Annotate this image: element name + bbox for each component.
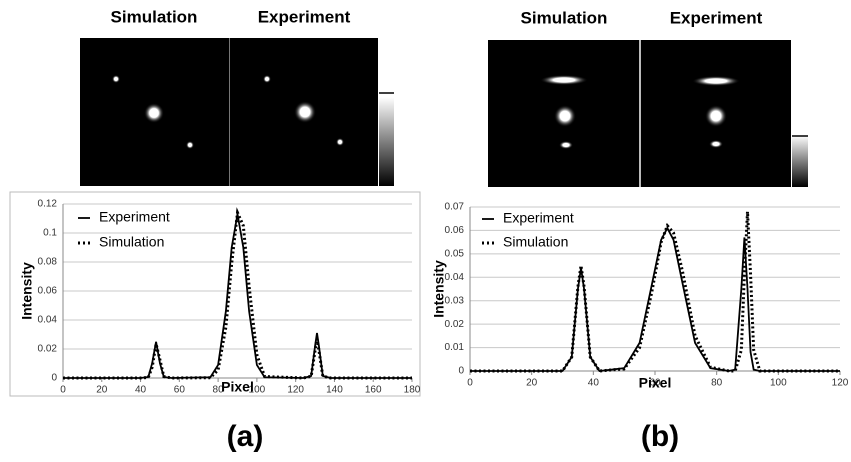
legend-label: Simulation [99, 234, 164, 250]
x-tick-label: 140 [326, 385, 343, 396]
y-tick-label: 0 [51, 373, 57, 384]
y-tick-label: 0.06 [445, 225, 465, 236]
image-title: Simulation [111, 7, 198, 26]
x-tick-label: 40 [588, 378, 600, 389]
image-title: Experiment [670, 8, 763, 27]
x-tick-label: 40 [135, 385, 147, 396]
y-tick-label: 0.05 [445, 248, 465, 259]
y-tick-label: 0.07 [445, 202, 465, 213]
x-tick-label: 80 [711, 378, 723, 389]
legend-label: Simulation [503, 234, 568, 250]
x-tick-label: 120 [832, 378, 849, 389]
figure: Simulation Experiment (a) 0 0.02 0.04 0.06 0.08… [0, 0, 851, 462]
y-tick-label: 0.01 [445, 342, 465, 353]
legend-label: Experiment [503, 210, 574, 226]
y-tick-label: 0.04 [38, 315, 58, 326]
chart-frame [10, 192, 420, 396]
x-tick-label: 0 [60, 385, 66, 396]
image-title: Simulation [521, 8, 608, 27]
x-axis-title: Pixel [639, 375, 672, 391]
y-tick-label: 0 [458, 366, 464, 377]
x-axis-title: Pixel [221, 379, 254, 395]
x-tick-label: 160 [365, 385, 382, 396]
x-tick-label: 20 [526, 378, 538, 389]
y-tick-label: 0.03 [445, 295, 465, 306]
images-b [488, 40, 808, 187]
x-tick-label: 20 [96, 385, 108, 396]
x-tick-label: 120 [287, 385, 304, 396]
y-tick-label: 0.12 [38, 199, 58, 210]
image-title: Experiment [258, 7, 351, 26]
images-a [80, 38, 394, 186]
panel-caption: (b) [641, 420, 679, 453]
y-tick-label: 0.1 [43, 228, 57, 239]
x-tick-label: 0 [467, 378, 473, 389]
y-tick-label: 0.04 [445, 272, 465, 283]
x-tick-label: 60 [174, 385, 186, 396]
y-tick-label: 0.08 [38, 257, 58, 268]
y-tick-label: 0.02 [445, 319, 465, 330]
y-tick-label: 0.06 [38, 286, 58, 297]
legend-label: Experiment [99, 209, 170, 225]
x-tick-label: 180 [404, 385, 421, 396]
y-axis-title: Intensity [19, 262, 35, 320]
y-tick-label: 0.02 [38, 344, 58, 355]
y-axis-title: Intensity [431, 260, 447, 318]
x-tick-label: 100 [770, 378, 787, 389]
panel-caption: (a) [227, 420, 264, 453]
